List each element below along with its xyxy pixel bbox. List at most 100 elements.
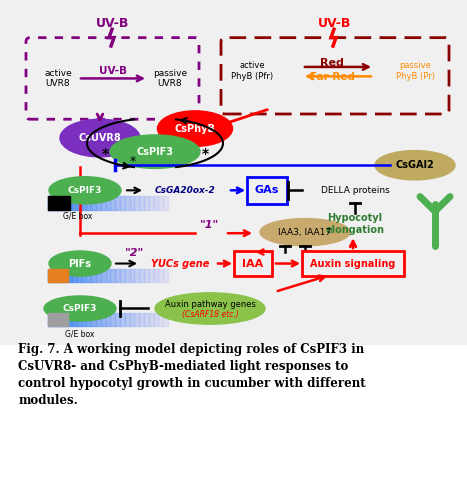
FancyBboxPatch shape xyxy=(221,37,449,114)
Ellipse shape xyxy=(375,150,455,180)
Ellipse shape xyxy=(49,176,121,204)
Bar xyxy=(57,196,63,210)
Bar xyxy=(139,313,144,326)
Bar xyxy=(48,269,68,282)
Bar xyxy=(130,269,134,282)
Bar xyxy=(139,269,144,282)
Bar xyxy=(144,269,149,282)
Bar xyxy=(63,313,67,326)
Bar xyxy=(77,269,82,282)
Bar xyxy=(48,196,70,210)
Ellipse shape xyxy=(44,296,116,321)
FancyBboxPatch shape xyxy=(26,37,199,119)
Bar xyxy=(115,313,120,326)
Bar xyxy=(72,313,77,326)
Bar xyxy=(154,269,158,282)
Text: DELLA proteins: DELLA proteins xyxy=(321,186,389,195)
Bar xyxy=(96,269,101,282)
FancyBboxPatch shape xyxy=(247,176,287,204)
Bar xyxy=(67,196,72,210)
Bar xyxy=(48,313,53,326)
Bar xyxy=(48,269,53,282)
Bar xyxy=(86,269,91,282)
Bar xyxy=(110,313,115,326)
Text: CsPhyB: CsPhyB xyxy=(175,124,215,134)
Bar xyxy=(72,269,77,282)
Text: Far Red: Far Red xyxy=(310,72,354,82)
Text: GAs: GAs xyxy=(255,185,279,195)
Bar xyxy=(63,196,67,210)
Bar xyxy=(163,269,168,282)
Bar xyxy=(101,269,106,282)
Bar xyxy=(77,313,82,326)
Bar xyxy=(163,196,168,210)
Text: active
PhyB (Pfr): active PhyB (Pfr) xyxy=(231,62,273,81)
Bar xyxy=(120,269,125,282)
Bar xyxy=(154,313,158,326)
Text: Auxin signaling: Auxin signaling xyxy=(310,258,396,269)
Text: *: * xyxy=(201,147,209,161)
Text: PIFs: PIFs xyxy=(69,258,92,269)
Text: (CsARF18 etc.): (CsARF18 etc.) xyxy=(182,310,238,319)
Bar xyxy=(158,269,163,282)
Bar xyxy=(91,269,96,282)
Bar xyxy=(149,269,154,282)
Bar xyxy=(67,269,72,282)
Text: CsGAI2: CsGAI2 xyxy=(396,160,434,170)
Bar xyxy=(63,269,67,282)
Bar xyxy=(144,196,149,210)
Ellipse shape xyxy=(49,251,111,276)
Bar xyxy=(115,269,120,282)
Bar xyxy=(149,196,154,210)
Bar xyxy=(158,196,163,210)
Bar xyxy=(144,313,149,326)
Bar xyxy=(48,196,53,210)
Bar xyxy=(130,313,134,326)
Bar xyxy=(53,196,57,210)
Bar xyxy=(67,313,72,326)
Text: active
UVR8: active UVR8 xyxy=(44,69,72,88)
Bar xyxy=(91,313,96,326)
Bar xyxy=(120,196,125,210)
Bar xyxy=(130,196,134,210)
Text: *: * xyxy=(101,147,108,161)
Bar xyxy=(86,313,91,326)
Bar xyxy=(72,196,77,210)
Bar xyxy=(101,196,106,210)
Text: passive
PhyB (Pr): passive PhyB (Pr) xyxy=(396,62,434,81)
Bar xyxy=(96,313,101,326)
Bar xyxy=(82,196,86,210)
Bar xyxy=(149,313,154,326)
Text: CsPIF3: CsPIF3 xyxy=(63,304,97,313)
Bar xyxy=(57,269,63,282)
Text: CsPIF3: CsPIF3 xyxy=(68,186,102,195)
FancyBboxPatch shape xyxy=(302,251,404,276)
Text: IAA: IAA xyxy=(242,258,264,269)
Text: Fig. 7. A working model depicting roles of CsPIF3 in
CsUVR8- and CsPhyB-mediated: Fig. 7. A working model depicting roles … xyxy=(18,343,366,407)
FancyBboxPatch shape xyxy=(234,251,272,276)
Bar xyxy=(57,313,63,326)
Text: UV-B: UV-B xyxy=(99,66,127,76)
Text: G/E box: G/E box xyxy=(64,212,92,221)
Text: CsPIF3: CsPIF3 xyxy=(136,146,174,157)
Bar xyxy=(110,196,115,210)
FancyBboxPatch shape xyxy=(0,0,467,355)
Text: "1": "1" xyxy=(200,220,219,230)
Bar xyxy=(101,313,106,326)
Ellipse shape xyxy=(60,119,140,157)
Text: Auxin pathway genes: Auxin pathway genes xyxy=(164,300,255,309)
Bar xyxy=(106,313,110,326)
Text: UV-B: UV-B xyxy=(96,16,130,30)
Text: G/E box: G/E box xyxy=(65,329,95,338)
Bar xyxy=(125,269,130,282)
Text: "2": "2" xyxy=(125,248,145,258)
Bar xyxy=(139,196,144,210)
Bar xyxy=(134,196,139,210)
Text: UV-B: UV-B xyxy=(318,16,352,30)
Ellipse shape xyxy=(157,111,233,146)
Bar xyxy=(158,313,163,326)
Bar xyxy=(134,313,139,326)
Bar xyxy=(53,313,57,326)
Bar xyxy=(115,196,120,210)
Text: *: * xyxy=(130,154,136,168)
